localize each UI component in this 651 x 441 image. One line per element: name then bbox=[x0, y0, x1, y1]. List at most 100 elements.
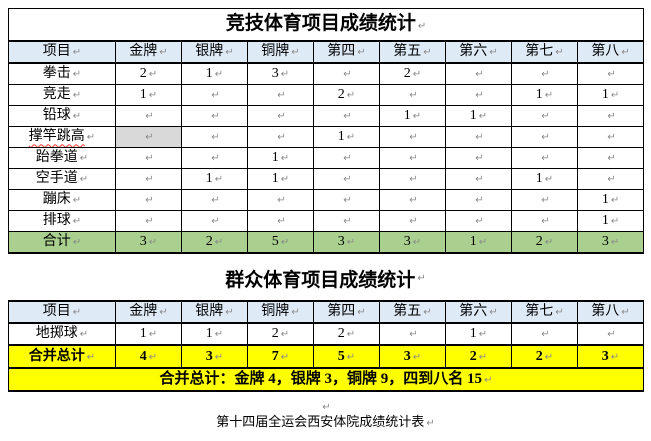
cell-value: 2 bbox=[403, 66, 411, 82]
formatting-mark: ↵ bbox=[343, 174, 352, 186]
formatting-mark: ↵ bbox=[145, 195, 154, 207]
value-cell: ↵ bbox=[445, 62, 512, 85]
cell-value: 金牌 bbox=[129, 44, 158, 60]
formatting-mark: ↵ bbox=[412, 111, 422, 123]
value-cell: ↵ bbox=[115, 126, 182, 148]
formatting-mark: ↵ bbox=[409, 174, 418, 186]
formatting-mark: ↵ bbox=[409, 216, 418, 228]
formatting-mark: ↵ bbox=[72, 90, 82, 102]
formatting-mark: ↵ bbox=[541, 153, 550, 165]
value-cell: ↵ bbox=[313, 105, 380, 127]
formatting-mark: ↵ bbox=[72, 216, 82, 228]
value-cell: ↵ bbox=[511, 189, 578, 211]
formatting-mark: ↵ bbox=[607, 329, 616, 341]
formatting-mark: ↵ bbox=[541, 69, 550, 81]
cell-value: 撑竿跳高 bbox=[28, 129, 85, 145]
value-cell: ↵ bbox=[445, 168, 512, 190]
cell-value: 1 bbox=[271, 150, 279, 166]
cell-value: 5 bbox=[271, 234, 279, 250]
formatting-mark: ↵ bbox=[79, 174, 89, 186]
cell-value: 1 bbox=[601, 87, 609, 103]
formatting-mark: ↵ bbox=[214, 237, 224, 249]
formatting-mark: ↵ bbox=[148, 329, 158, 341]
value-cell: ↵ bbox=[379, 322, 446, 346]
value-cell: ↵ bbox=[511, 147, 578, 169]
row-label-cell: 铅球 ↵ bbox=[8, 105, 116, 127]
formatting-mark: ↵ bbox=[72, 307, 82, 319]
header-cell: 铜牌 ↵ bbox=[247, 40, 314, 64]
formatting-mark: ↵ bbox=[211, 90, 220, 102]
total-value-cell: 3 ↵ bbox=[577, 344, 644, 369]
cell-value: 2 bbox=[469, 348, 477, 364]
formatting-mark: ↵ bbox=[225, 47, 234, 59]
formatting-mark: ↵ bbox=[544, 90, 554, 102]
cell-value: 跆拳道 bbox=[35, 150, 78, 166]
formatting-mark: ↵ bbox=[159, 47, 168, 59]
formatting-mark: ↵ bbox=[277, 132, 286, 144]
table-title-row: 竞技体育项目成绩统计 ↵ bbox=[7, 8, 645, 42]
header-cell: 第八 ↵ bbox=[576, 40, 645, 64]
value-cell: ↵ bbox=[313, 62, 380, 85]
formatting-mark: ↵ bbox=[607, 69, 616, 81]
formatting-mark: ↵ bbox=[541, 329, 550, 341]
table-header-row: 项目 ↵ 金牌 ↵ 银牌 ↵ 铜牌 ↵ 第四 ↵ 第五 ↵ 第六 ↵ 第七 ↵ 第八 ↵ bbox=[8, 40, 645, 64]
formatting-mark: ↵ bbox=[145, 111, 154, 123]
value-cell: ↵ bbox=[511, 210, 578, 232]
formatting-mark: ↵ bbox=[214, 69, 224, 81]
value-cell: 2 ↵ bbox=[115, 62, 182, 85]
total-value-cell: 4 ↵ bbox=[115, 344, 182, 369]
formatting-mark: ↵ bbox=[409, 195, 418, 207]
total-value-cell: 7 ↵ bbox=[247, 344, 314, 369]
value-cell: ↵ bbox=[247, 126, 314, 148]
cell-value: 1 bbox=[535, 171, 543, 187]
value-cell: ↵ bbox=[313, 147, 380, 169]
cell-value: 地掷球 bbox=[35, 326, 78, 342]
value-cell: ↵ bbox=[511, 322, 578, 346]
formatting-mark: ↵ bbox=[280, 174, 290, 186]
cell-value: 1 bbox=[469, 234, 477, 250]
cell-value: 2 bbox=[271, 326, 279, 342]
formatting-mark: ↵ bbox=[280, 351, 290, 363]
cell-value: 第八 bbox=[591, 304, 620, 320]
header-cell: 第六 ↵ bbox=[445, 300, 512, 324]
header-cell: 第五 ↵ bbox=[379, 40, 446, 64]
cell-value: 合并总计 bbox=[28, 348, 85, 364]
formatting-mark: ↵ bbox=[214, 329, 224, 341]
value-cell: ↵ bbox=[181, 147, 248, 169]
formatting-mark: ↵ bbox=[211, 132, 220, 144]
formatting-mark: ↵ bbox=[610, 216, 620, 228]
formatting-mark: ↵ bbox=[489, 47, 498, 59]
formatting-mark: ↵ bbox=[475, 174, 484, 186]
cell-value: 铅球 bbox=[42, 108, 71, 124]
value-cell: ↵ bbox=[576, 126, 645, 148]
mass-results-table: 项目 ↵ 金牌 ↵ 银牌 ↵ 铜牌 ↵ 第四 ↵ 第五 ↵ 第六 ↵ 第七 ↵ 第八 ↵ 地掷球 ↵ 1 ↵ 1 ↵ 2 ↵ 2 ↵ ↵… bbox=[8, 300, 644, 392]
value-cell: ↵ bbox=[247, 105, 314, 127]
formatting-mark: ↵ bbox=[148, 90, 158, 102]
formatting-mark: ↵ bbox=[211, 111, 220, 123]
formatting-mark: ↵ bbox=[343, 153, 352, 165]
formatting-mark: ↵ bbox=[357, 307, 366, 319]
value-cell: 1 ↵ bbox=[247, 147, 314, 169]
value-cell: ↵ bbox=[379, 126, 446, 148]
formatting-mark: ↵ bbox=[86, 132, 96, 144]
total-value-cell: 1 ↵ bbox=[445, 231, 512, 254]
formatting-mark: ↵ bbox=[214, 174, 224, 186]
formatting-mark: ↵ bbox=[610, 237, 620, 249]
value-cell: 1 ↵ bbox=[576, 84, 645, 106]
formatting-mark: ↵ bbox=[475, 69, 484, 81]
formatting-mark: ↵ bbox=[72, 195, 82, 207]
header-cell: 银牌 ↵ bbox=[181, 300, 248, 324]
formatting-mark: ↵ bbox=[475, 90, 484, 102]
formatting-mark: ↵ bbox=[343, 111, 352, 123]
formatting-mark: ↵ bbox=[357, 47, 366, 59]
value-cell: ↵ bbox=[181, 189, 248, 211]
formatting-mark: ↵ bbox=[277, 90, 286, 102]
formatting-mark: ↵ bbox=[475, 132, 484, 144]
value-cell: 1 ↵ bbox=[576, 189, 645, 211]
formatting-mark: ↵ bbox=[544, 174, 554, 186]
value-cell: 1 ↵ bbox=[511, 168, 578, 190]
formatting-mark: ↵ bbox=[211, 195, 220, 207]
cell-value: 铜牌 bbox=[261, 44, 290, 60]
row-label-cell: 空手道 ↵ bbox=[8, 168, 116, 190]
formatting-mark: ↵ bbox=[484, 375, 493, 387]
